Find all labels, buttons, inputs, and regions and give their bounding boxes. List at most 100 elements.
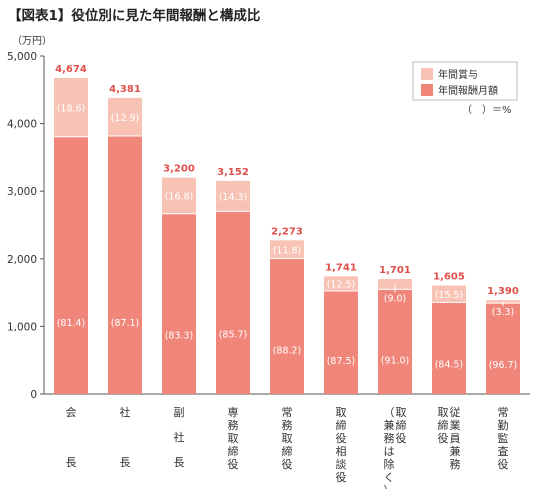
- legend-swatch-monthly: [421, 84, 433, 96]
- bar-total-label: 3,200: [163, 164, 195, 175]
- category-label-char: 務: [384, 431, 395, 445]
- bonus-pct-label: (3.3): [492, 307, 515, 318]
- monthly-pct-label: (96.7): [489, 360, 518, 371]
- bar-total-label: 1,605: [433, 272, 465, 283]
- bar-monthly: [324, 291, 358, 394]
- category-label-char: 役: [336, 431, 347, 445]
- category-label-char: 業: [450, 419, 461, 432]
- monthly-pct-label: (84.5): [435, 360, 464, 371]
- category-label-char: 役: [228, 457, 239, 471]
- bar-monthly: [270, 258, 304, 394]
- category-label: 長: [66, 456, 77, 469]
- category-label-char: 役: [498, 457, 509, 471]
- category-label: 社: [174, 430, 185, 444]
- monthly-pct-label: (81.4): [57, 318, 86, 329]
- legend-label-monthly: 年間報酬月額: [438, 84, 498, 97]
- bar-total-label: 2,273: [271, 226, 303, 237]
- legend-swatch-bonus: [421, 68, 433, 80]
- bar-monthly: [378, 289, 412, 394]
- percent-note: （ ）＝%: [462, 104, 512, 116]
- category-label-char: 兼: [384, 419, 395, 432]
- bar-total-label: 1,701: [379, 265, 411, 276]
- category-label-char: 兼: [450, 445, 461, 458]
- category-label: 会: [66, 406, 77, 419]
- category-label-char: 専: [228, 406, 239, 419]
- y-tick-label: 4,000: [7, 119, 37, 131]
- category-label-char: 取: [396, 406, 407, 419]
- bar-monthly: [216, 211, 250, 394]
- category-label-char: 常: [282, 406, 293, 419]
- bar-monthly: [432, 302, 466, 394]
- y-axis-unit: （万円）: [12, 35, 52, 47]
- category-label: 副: [174, 406, 185, 419]
- bar-bonus: [216, 180, 250, 212]
- plot-area: 0 1,000 2,000 3,000 4,000 5,000 4,674 (18.6) (81…: [7, 51, 530, 489]
- monthly-pct-label: (87.1): [111, 318, 140, 329]
- category-label: 長: [174, 456, 185, 469]
- bar-bonus: [324, 276, 358, 292]
- category-label-char: 務: [282, 418, 293, 432]
- category-label-char: 常: [498, 406, 509, 419]
- bar-monthly: [486, 303, 520, 394]
- category-label-char: 締: [438, 418, 449, 432]
- bar-monthly: [162, 213, 196, 394]
- bar-total-label: 4,381: [109, 84, 141, 95]
- y-tick-label: 0: [30, 389, 37, 401]
- y-tick-label: 3,000: [7, 186, 37, 198]
- bonus-pct-label: (15.5): [435, 290, 464, 301]
- category-label-char: 取: [282, 432, 293, 445]
- bar-total-label: 1,741: [325, 262, 357, 273]
- monthly-pct-label: (87.5): [327, 356, 356, 367]
- category-label: 長: [120, 456, 131, 469]
- category-label-char: 談: [336, 457, 347, 471]
- category-label-char: 務: [450, 457, 461, 471]
- bonus-pct-label: (12.5): [327, 280, 356, 291]
- bar-total-label: 1,390: [487, 286, 519, 297]
- bar-total-label: 3,152: [217, 167, 249, 178]
- category-label-char: 締: [282, 444, 293, 458]
- monthly-pct-label: (83.3): [165, 331, 194, 342]
- category-label-char: 締: [228, 444, 239, 458]
- category-label-char: は: [384, 445, 395, 458]
- category-label-char: 従: [450, 406, 461, 419]
- bar-monthly: [54, 136, 88, 394]
- category-label-char: 役: [396, 431, 407, 445]
- bar-bonus: [162, 177, 196, 214]
- category-label-char: 役: [336, 470, 347, 484]
- category-label-char: 締: [396, 418, 407, 432]
- y-tick-label: 2,000: [7, 254, 37, 266]
- monthly-pct-label: (88.2): [273, 345, 302, 356]
- bonus-pct-label: (9.0): [384, 293, 407, 304]
- bar-bonus: [270, 240, 304, 259]
- bonus-pct-label: (11.8): [273, 245, 302, 256]
- category-label-char: 相: [336, 445, 347, 458]
- category-label-char: く: [384, 471, 395, 484]
- chart-title: 【図表1】役位別に見た年間報酬と構成比: [8, 7, 260, 24]
- bar-bonus: [54, 78, 88, 137]
- category-label-char: 査: [498, 444, 509, 458]
- category-label-char: ）: [384, 484, 395, 489]
- bar-bonus: [108, 97, 142, 137]
- category-label-char: 員: [450, 432, 461, 445]
- category-label-char: 役: [438, 431, 449, 445]
- bar-bonus: [432, 285, 466, 303]
- category-label-char: 役: [282, 457, 293, 471]
- legend-label-bonus: 年間賞与: [438, 68, 478, 81]
- monthly-pct-label: (85.7): [219, 330, 248, 341]
- legend: 年間賞与 年間報酬月額: [412, 61, 518, 101]
- y-tick-label: 1,000: [7, 321, 37, 333]
- category-label-char: 務: [228, 418, 239, 432]
- y-tick-label: 5,000: [7, 51, 37, 63]
- category-label-char: 取: [438, 406, 449, 419]
- bonus-pct-label: (18.6): [57, 103, 86, 114]
- bar-monthly: [108, 136, 142, 395]
- monthly-pct-label: (91.0): [381, 355, 410, 366]
- category-label-char: 取: [228, 432, 239, 445]
- category-label-char: 取: [336, 406, 347, 419]
- bonus-pct-label: (14.3): [219, 192, 248, 203]
- category-label-char: 監: [498, 431, 509, 445]
- bonus-pct-label: (16.8): [165, 192, 194, 203]
- category-label-char: 締: [336, 418, 347, 432]
- category-label-char: （: [384, 406, 395, 419]
